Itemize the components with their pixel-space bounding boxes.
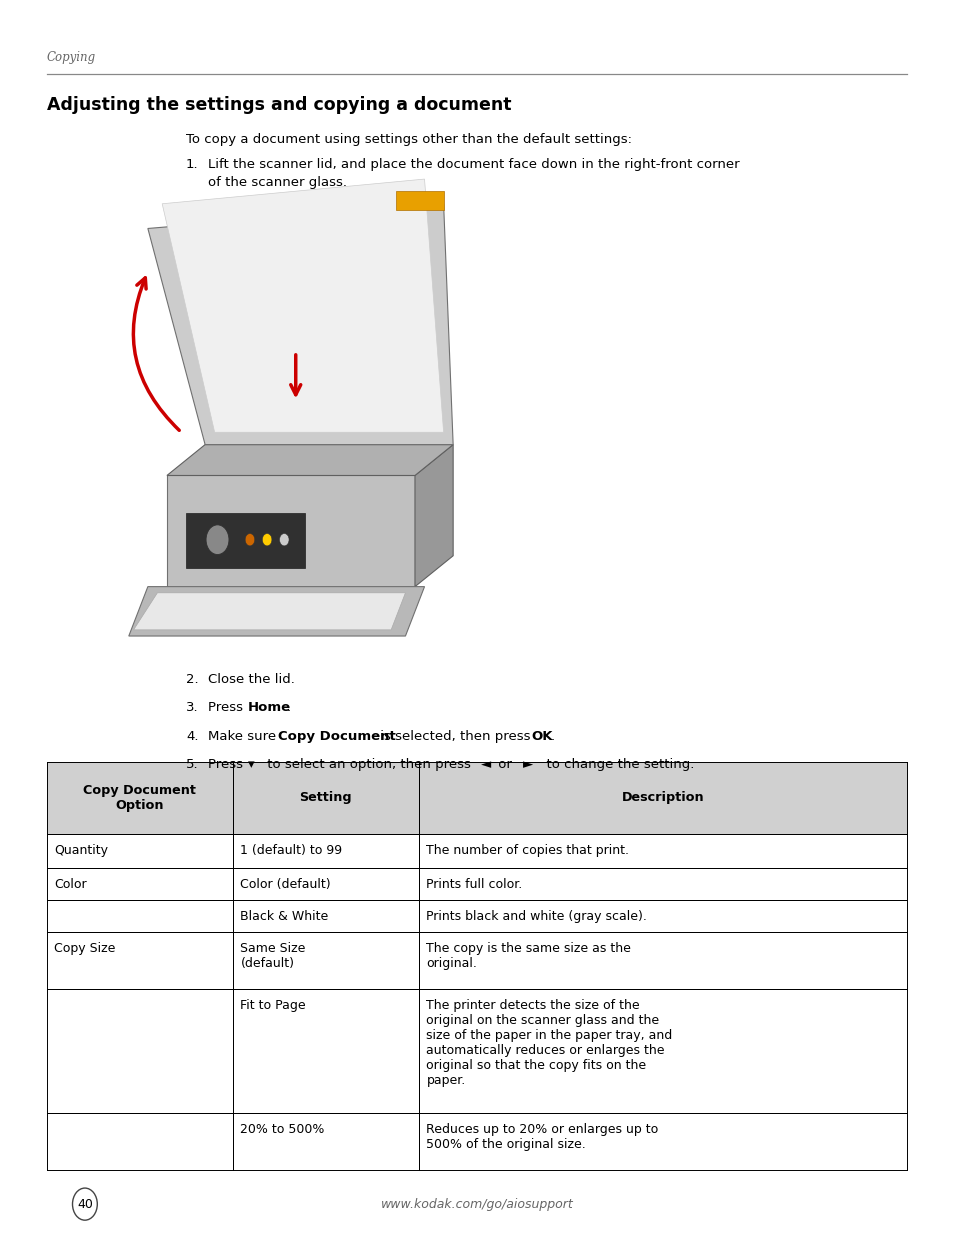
Text: 1.: 1.: [186, 158, 198, 172]
Text: Black & White: Black & White: [240, 910, 329, 924]
Text: Lift the scanner lid, and place the document face down in the right-front corner: Lift the scanner lid, and place the docu…: [208, 158, 739, 189]
Polygon shape: [162, 179, 443, 432]
Circle shape: [245, 534, 254, 546]
Text: Make sure: Make sure: [208, 730, 280, 743]
Text: to select an option, then press: to select an option, then press: [263, 758, 475, 772]
Text: Copy Document
Option: Copy Document Option: [83, 784, 196, 811]
Text: Fit to Page: Fit to Page: [240, 999, 306, 1013]
Text: Color: Color: [54, 878, 87, 892]
Text: .: .: [286, 701, 290, 715]
Text: Copy Size: Copy Size: [54, 942, 115, 956]
Polygon shape: [167, 475, 415, 587]
Text: Setting: Setting: [299, 792, 352, 804]
Text: Reduces up to 20% or enlarges up to
500% of the original size.: Reduces up to 20% or enlarges up to 500%…: [426, 1123, 658, 1151]
Text: Color (default): Color (default): [240, 878, 331, 892]
Bar: [47, 762, 233, 834]
Text: Press: Press: [208, 758, 247, 772]
Text: The copy is the same size as the
original.: The copy is the same size as the origina…: [426, 942, 631, 971]
Bar: [186, 513, 305, 568]
Polygon shape: [133, 593, 405, 630]
Circle shape: [262, 534, 272, 546]
Text: www.kodak.com/go/aiosupport: www.kodak.com/go/aiosupport: [380, 1198, 573, 1210]
Text: 4.: 4.: [186, 730, 198, 743]
Text: .: .: [550, 730, 554, 743]
Text: Copy Document: Copy Document: [277, 730, 395, 743]
Text: Home: Home: [248, 701, 291, 715]
Bar: [418, 762, 906, 834]
Text: to change the setting.: to change the setting.: [537, 758, 694, 772]
Circle shape: [279, 534, 289, 546]
Text: or: or: [494, 758, 516, 772]
Text: The number of copies that print.: The number of copies that print.: [426, 844, 629, 857]
Circle shape: [206, 525, 229, 555]
Text: Quantity: Quantity: [54, 844, 109, 857]
Polygon shape: [148, 204, 453, 445]
Text: OK: OK: [531, 730, 553, 743]
Text: To copy a document using settings other than the default settings:: To copy a document using settings other …: [186, 133, 632, 147]
Text: Close the lid.: Close the lid.: [208, 673, 294, 687]
Text: 3.: 3.: [186, 701, 198, 715]
Polygon shape: [415, 445, 453, 587]
Text: The printer detects the size of the
original on the scanner glass and the
size o: The printer detects the size of the orig…: [426, 999, 672, 1087]
Text: Description: Description: [621, 792, 703, 804]
Text: 1 (default) to 99: 1 (default) to 99: [240, 844, 342, 857]
Text: ◄: ◄: [480, 758, 491, 772]
Text: is selected, then press: is selected, then press: [375, 730, 534, 743]
Bar: [233, 762, 418, 834]
Text: 20% to 500%: 20% to 500%: [240, 1123, 324, 1136]
Text: Adjusting the settings and copying a document: Adjusting the settings and copying a doc…: [47, 96, 511, 115]
Polygon shape: [129, 587, 424, 636]
Text: Prints full color.: Prints full color.: [426, 878, 522, 892]
Text: Same Size
(default): Same Size (default): [240, 942, 306, 971]
Text: 40: 40: [77, 1198, 92, 1210]
Text: 2.: 2.: [186, 673, 198, 687]
Text: Copying: Copying: [47, 51, 95, 64]
Polygon shape: [395, 191, 443, 210]
Polygon shape: [167, 445, 453, 475]
Text: ►: ►: [522, 758, 533, 772]
Text: Press: Press: [208, 701, 247, 715]
Text: ▾: ▾: [248, 758, 254, 772]
Text: Prints black and white (gray scale).: Prints black and white (gray scale).: [426, 910, 647, 924]
Text: 5.: 5.: [186, 758, 198, 772]
